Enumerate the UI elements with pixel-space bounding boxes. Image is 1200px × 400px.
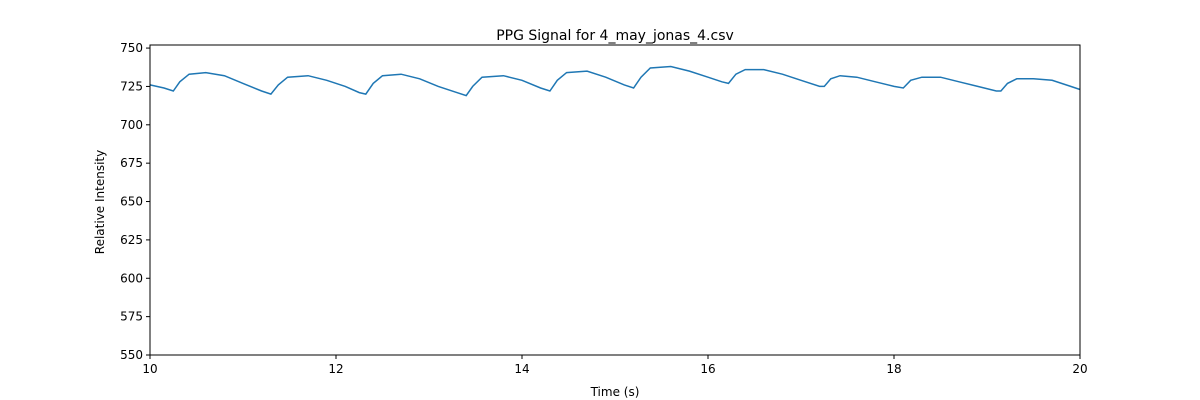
x-tick-label: 18 [886, 362, 901, 376]
y-tick-label: 625 [120, 233, 143, 247]
x-axis-label: Time (s) [590, 385, 640, 399]
plot-frame [149, 44, 1081, 356]
y-tick-label: 650 [120, 195, 143, 209]
y-tick-label: 550 [120, 348, 143, 362]
y-axis-label: Relative Intensity [93, 150, 107, 254]
x-tick-label: 16 [700, 362, 715, 376]
x-tick-label: 12 [328, 362, 343, 376]
x-tick-label: 14 [514, 362, 529, 376]
y-tick-label: 750 [120, 41, 143, 55]
chart-title: PPG Signal for 4_may_jonas_4.csv [496, 28, 734, 44]
y-tick-label: 700 [120, 118, 143, 132]
y-tick-label: 725 [120, 79, 143, 93]
x-tick-label: 20 [1072, 362, 1087, 376]
x-tick-label: 10 [142, 362, 157, 376]
data-line [149, 65, 1081, 97]
y-tick-label: 675 [120, 156, 143, 170]
y-tick-label: 575 [120, 310, 143, 324]
y-tick-label: 600 [120, 271, 143, 285]
